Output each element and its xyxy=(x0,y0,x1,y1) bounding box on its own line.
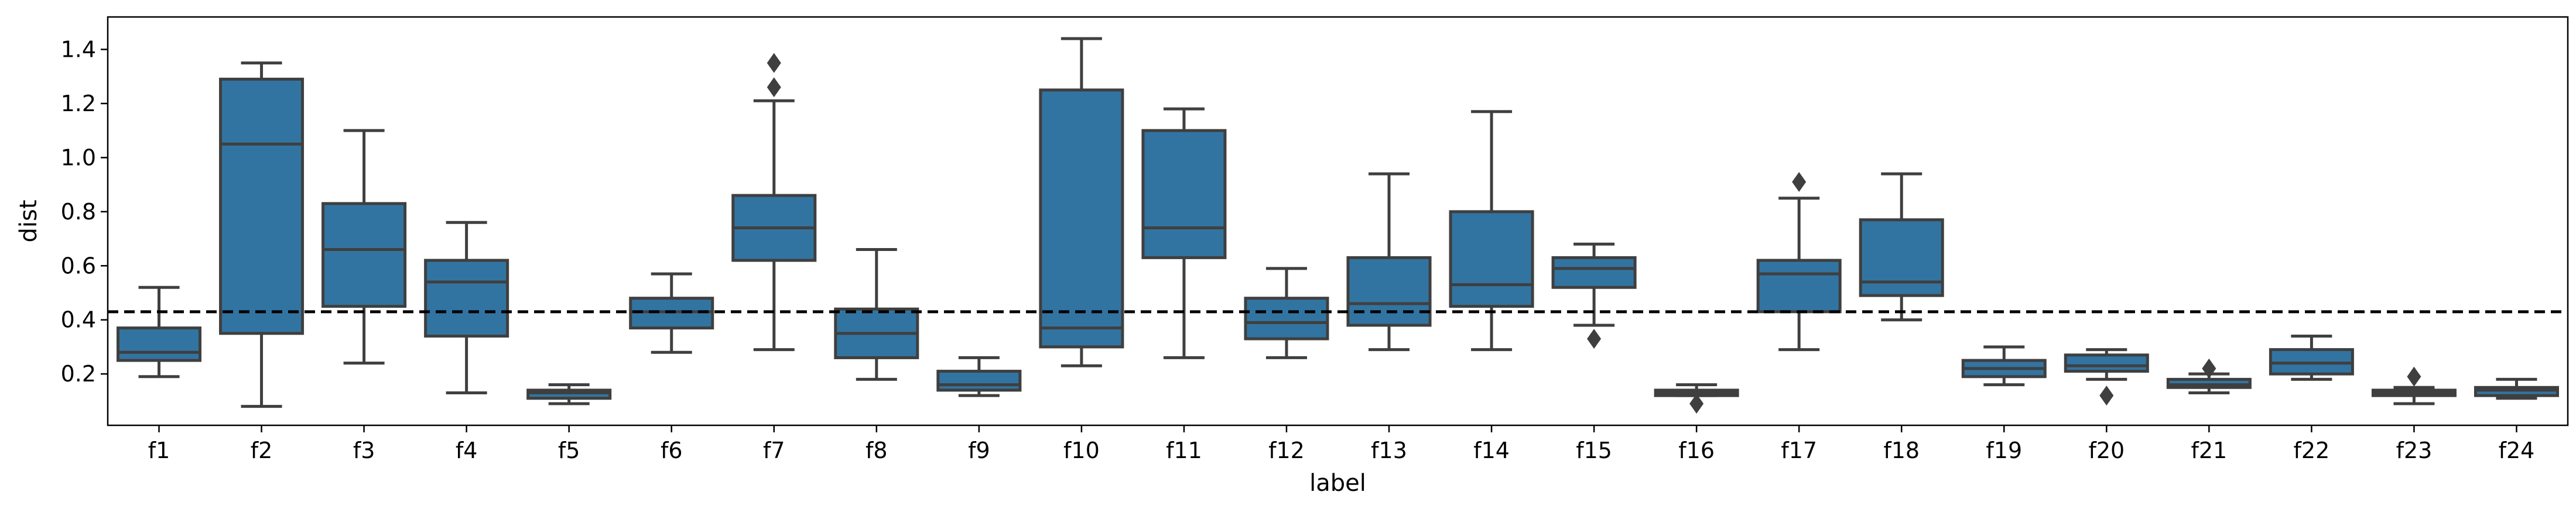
box-body xyxy=(1039,88,1124,349)
box-f22 xyxy=(2269,334,2354,381)
outlier-marker xyxy=(2407,366,2421,387)
box-body xyxy=(219,77,305,335)
box-body xyxy=(1244,297,1329,340)
x-tick-label: f23 xyxy=(2396,438,2433,463)
box-body xyxy=(936,370,1022,392)
box-f5 xyxy=(526,383,612,405)
box-body xyxy=(2064,353,2149,373)
x-tick-label: f2 xyxy=(251,438,273,463)
y-axis-label: dist xyxy=(15,199,42,242)
x-tick-label: f15 xyxy=(1576,438,1612,463)
box-body xyxy=(1346,256,1432,327)
plot-frame xyxy=(107,16,2569,426)
x-tick-label: f9 xyxy=(968,438,990,463)
x-tick-label: f17 xyxy=(1781,438,1817,463)
box-f13 xyxy=(1346,172,1432,352)
outlier-marker xyxy=(767,77,781,98)
box-f24 xyxy=(2474,377,2559,400)
x-tick-label: f12 xyxy=(1268,438,1305,463)
x-tick-label: f8 xyxy=(865,438,888,463)
boxes-layer xyxy=(117,37,2559,414)
x-tick-label: f5 xyxy=(558,438,580,463)
box-body xyxy=(117,326,202,362)
box-body xyxy=(321,202,407,308)
x-tick-label: f13 xyxy=(1371,438,1407,463)
outlier-marker xyxy=(2099,386,2114,406)
x-tick-label: f4 xyxy=(456,438,478,463)
y-axis: 0.2 0.4 0.6 0.8 1.0 1.2 1.4 xyxy=(61,36,108,387)
x-tick-label: f18 xyxy=(1883,438,1920,463)
box-body xyxy=(1551,256,1637,289)
box-f9 xyxy=(936,356,1022,397)
box-f16 xyxy=(1654,383,1739,414)
box-f1 xyxy=(117,285,202,379)
box-f10 xyxy=(1039,37,1124,367)
outlier-marker xyxy=(1587,329,1602,349)
box-f8 xyxy=(834,248,919,381)
x-tick-label: f6 xyxy=(661,438,683,463)
box-f14 xyxy=(1449,110,1534,352)
box-body xyxy=(1141,129,1227,259)
box-f21 xyxy=(2166,358,2252,395)
y-tick-label: 0.4 xyxy=(61,307,96,333)
x-tick-label: f16 xyxy=(1678,438,1715,463)
box-f7 xyxy=(731,53,817,352)
box-f12 xyxy=(1244,267,1329,359)
box-f4 xyxy=(424,221,509,395)
box-f11 xyxy=(1141,107,1227,359)
box-f18 xyxy=(1859,172,1944,322)
outlier-marker xyxy=(1792,171,1807,192)
x-tick-label: f19 xyxy=(1986,438,2022,463)
box-body xyxy=(1859,218,1944,297)
x-tick-label: f24 xyxy=(2499,438,2535,463)
outlier-marker xyxy=(767,53,781,73)
x-tick-label: f10 xyxy=(1063,438,1100,463)
x-tick-label: f14 xyxy=(1473,438,1510,463)
x-tick-label: f22 xyxy=(2294,438,2330,463)
box-body xyxy=(1756,259,1842,314)
box-f15 xyxy=(1551,242,1637,349)
y-tick-label: 1.2 xyxy=(61,91,96,116)
y-tick-label: 0.2 xyxy=(61,361,96,387)
box-f2 xyxy=(219,61,305,408)
box-f20 xyxy=(2064,348,2149,406)
box-f23 xyxy=(2371,366,2457,405)
x-tick-label: f7 xyxy=(763,438,785,463)
y-tick-label: 1.0 xyxy=(61,145,96,170)
x-axis: f1 f2 f3 f4 f5 f6 f7 f8 f9 f10 f11 f12 f13 f14 f15 f16 f… xyxy=(148,425,2535,463)
x-tick-label: f1 xyxy=(148,438,170,463)
outlier-marker xyxy=(1689,394,1704,414)
y-tick-label: 0.6 xyxy=(61,253,96,278)
y-tick-label: 0.8 xyxy=(61,199,96,225)
box-body xyxy=(424,259,509,338)
x-tick-label: f20 xyxy=(2088,438,2125,463)
box-f19 xyxy=(1961,345,2047,387)
x-tick-label: f21 xyxy=(2191,438,2227,463)
box-f3 xyxy=(321,129,407,365)
y-tick-label: 1.4 xyxy=(61,36,96,62)
outlier-marker xyxy=(2202,358,2216,379)
plot-area: 0.2 0.4 0.6 0.8 1.0 1.2 1.4 f1 f2 f3 f4 f5 f6 f7 f8 f9… xyxy=(61,16,2569,463)
x-tick-label: f3 xyxy=(353,438,375,463)
x-tick-label: f11 xyxy=(1166,438,1202,463)
x-axis-label: label xyxy=(1309,470,1366,497)
box-body xyxy=(1449,210,1534,308)
